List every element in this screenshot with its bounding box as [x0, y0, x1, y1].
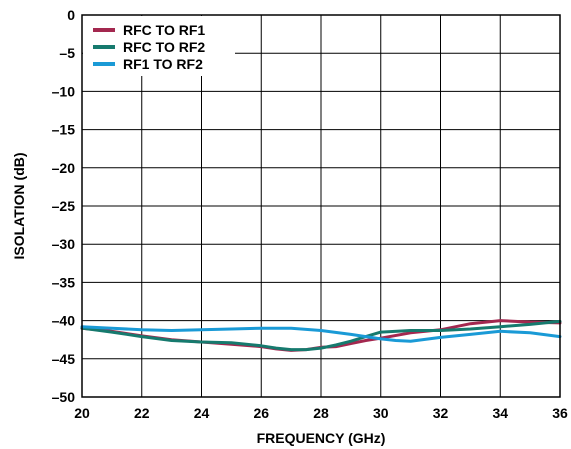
x-axis-title: FREQUENCY (GHz)	[257, 430, 386, 446]
x-tick-label: 20	[74, 405, 90, 421]
x-tick-labels: 20 22 24 26 28 30 32 34 36	[74, 405, 568, 421]
x-tick-label: 28	[313, 405, 329, 421]
legend-label-2: RFC TO RF2	[123, 39, 205, 55]
x-tick-label: 22	[134, 405, 150, 421]
series-line-2	[80, 319, 562, 352]
x-tick-label: 32	[433, 405, 449, 421]
y-tick-label: –25	[52, 198, 76, 214]
y-tick-label: –20	[52, 160, 76, 176]
y-tick-label: –10	[52, 83, 76, 99]
x-tick-label: 36	[552, 405, 568, 421]
legend-label-3: RF1 TO RF2	[123, 56, 203, 72]
y-tick-label: 0	[67, 7, 75, 23]
y-tick-label: –50	[52, 389, 76, 405]
series-lines	[80, 319, 562, 352]
y-tick-label: –35	[52, 274, 76, 290]
y-tick-label: –40	[52, 313, 76, 329]
plot-frame	[81, 14, 561, 398]
y-tick-label: –45	[52, 351, 76, 367]
y-tick-label: –5	[59, 45, 75, 61]
y-tick-labels: 0 –5 –10 –15 –20 –25 –30 –35 –40 –45 –50	[52, 7, 76, 405]
y-tick-label: –15	[52, 122, 76, 138]
x-tick-label: 34	[492, 405, 508, 421]
y-tick-label: –30	[52, 236, 76, 252]
series-line-3	[80, 325, 562, 343]
y-axis-title: ISOLATION (dB)	[11, 152, 27, 259]
x-tick-label: 30	[373, 405, 389, 421]
legend-label-1: RFC TO RF1	[123, 22, 205, 38]
x-tick-label: 24	[194, 405, 210, 421]
x-tick-label: 26	[253, 405, 269, 421]
